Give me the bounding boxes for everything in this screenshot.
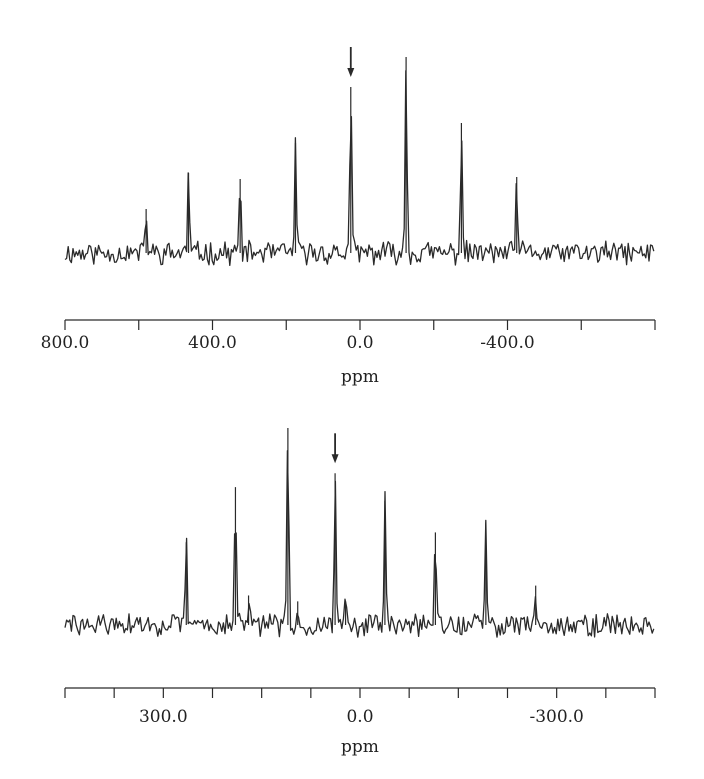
x-axis-label: ppm xyxy=(341,737,379,757)
x-tick-label: 800.0 xyxy=(41,333,90,353)
spectrum-panel-bottom: 300.0 0.0 -300.0 ppm xyxy=(64,428,656,757)
x-tick-label: 0.0 xyxy=(346,333,373,353)
x-axis-label: ppm xyxy=(341,367,379,387)
x-tick-label: 300.0 xyxy=(139,707,188,727)
x-tick-label: 400.0 xyxy=(188,333,237,353)
spectrum-panel-top: 800.0 400.0 0.0 -400.0 ppm xyxy=(41,47,656,387)
spectrum-trace xyxy=(64,70,655,267)
spectrum-trace xyxy=(64,450,655,638)
x-tick-label: -300.0 xyxy=(529,707,583,727)
x-tick-label: 0.0 xyxy=(346,707,373,727)
x-tick-label: -400.0 xyxy=(480,333,534,353)
marker-arrow-icon xyxy=(347,47,355,77)
marker-arrow-icon xyxy=(331,433,339,464)
